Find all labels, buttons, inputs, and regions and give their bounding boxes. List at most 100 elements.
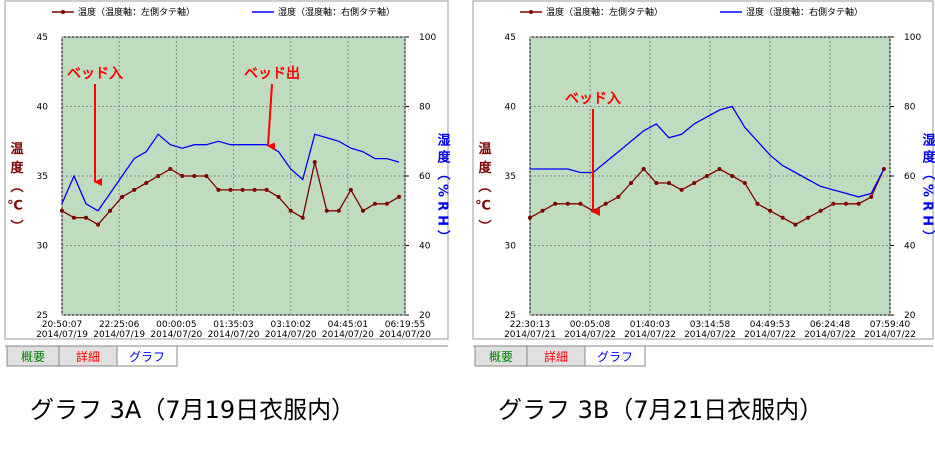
y2-tick-label: 80 xyxy=(419,103,431,113)
y-tick-label: 40 xyxy=(37,103,49,113)
series-point xyxy=(667,181,671,185)
series-point xyxy=(349,188,353,192)
legend-swatch-dot xyxy=(61,10,65,14)
series-point xyxy=(718,167,722,171)
tab-label: グラフ xyxy=(597,350,633,364)
series-point xyxy=(869,195,873,199)
y-tick-label: 40 xyxy=(505,103,517,113)
caption: グラフ 3A（7月19日衣服内） xyxy=(30,396,355,424)
series-point xyxy=(806,216,810,220)
y-tick-label: 45 xyxy=(37,33,48,43)
y2-tick-label: 60 xyxy=(419,172,431,182)
series-point xyxy=(730,174,734,178)
y2-tick-label: 100 xyxy=(904,33,921,43)
series-point xyxy=(385,202,389,206)
series-point xyxy=(192,174,196,178)
y2-tick-label: 40 xyxy=(419,242,431,252)
series-point xyxy=(301,216,305,220)
tab-label: 概要 xyxy=(21,350,45,364)
series-point xyxy=(553,202,557,206)
series-point xyxy=(857,202,861,206)
series-point xyxy=(313,160,317,164)
series-point xyxy=(72,216,76,220)
series-point xyxy=(616,195,620,199)
series-point xyxy=(654,181,658,185)
series-point xyxy=(265,188,269,192)
series-point xyxy=(819,209,823,213)
series-point xyxy=(566,202,570,206)
series-point xyxy=(397,195,401,199)
series-point xyxy=(84,216,88,220)
series-point xyxy=(180,174,184,178)
annotation: ベッド入 xyxy=(67,66,123,82)
series-point xyxy=(604,202,608,206)
series-point xyxy=(204,174,208,178)
legend-label: 温度（温度軸：左側タテ軸） xyxy=(546,6,663,18)
series-point xyxy=(168,167,172,171)
y2-axis-title: 湿度（%RH） xyxy=(435,133,452,247)
series-point xyxy=(156,174,160,178)
y2-tick-label: 80 xyxy=(904,103,916,113)
series-point xyxy=(108,209,112,213)
y2-tick-label: 100 xyxy=(419,33,436,43)
series-point xyxy=(680,188,684,192)
series-point xyxy=(96,223,100,227)
series-point xyxy=(253,188,257,192)
series-point xyxy=(216,188,220,192)
series-point xyxy=(793,223,797,227)
caption: グラフ 3B（7月21日衣服内） xyxy=(498,396,823,424)
legend-label: 湿度（湿度軸：右側タテ軸） xyxy=(278,6,395,18)
series-point xyxy=(642,167,646,171)
series-point xyxy=(120,195,124,199)
tab-label: 詳細 xyxy=(76,349,100,364)
y-axis-title: 温度（℃） xyxy=(475,142,492,239)
series-point xyxy=(241,188,245,192)
tab-label: 詳細 xyxy=(544,349,568,364)
series-point xyxy=(528,216,532,220)
y-axis-title: 温度（℃） xyxy=(7,142,24,239)
series-point xyxy=(768,209,772,213)
y-tick-label: 30 xyxy=(505,242,517,252)
y2-axis-title: 湿度（%RH） xyxy=(920,133,935,247)
series-point xyxy=(844,202,848,206)
series-point xyxy=(325,209,329,213)
series-point xyxy=(337,209,341,213)
series-point xyxy=(60,209,64,213)
y-tick-label: 30 xyxy=(37,242,49,252)
series-point xyxy=(705,174,709,178)
y-tick-label: 35 xyxy=(505,172,516,182)
y2-tick-label: 60 xyxy=(904,172,916,182)
series-point xyxy=(629,181,633,185)
annotation: ベッド出 xyxy=(244,65,300,82)
series-point xyxy=(743,181,747,185)
series-point xyxy=(692,181,696,185)
legend-label: 温度（温度軸：左側タテ軸） xyxy=(78,6,195,18)
y-tick-label: 45 xyxy=(505,33,516,43)
series-point xyxy=(755,202,759,206)
series-point xyxy=(289,209,293,213)
annotation: ベッド入 xyxy=(565,91,621,107)
series-point xyxy=(373,202,377,206)
tab-label: 概要 xyxy=(489,350,513,364)
series-point xyxy=(541,209,545,213)
legend-swatch-dot xyxy=(529,10,533,14)
y-tick-label: 35 xyxy=(37,172,48,182)
series-point xyxy=(228,188,232,192)
tab-label: グラフ xyxy=(129,350,165,364)
y2-tick-label: 40 xyxy=(904,242,916,252)
